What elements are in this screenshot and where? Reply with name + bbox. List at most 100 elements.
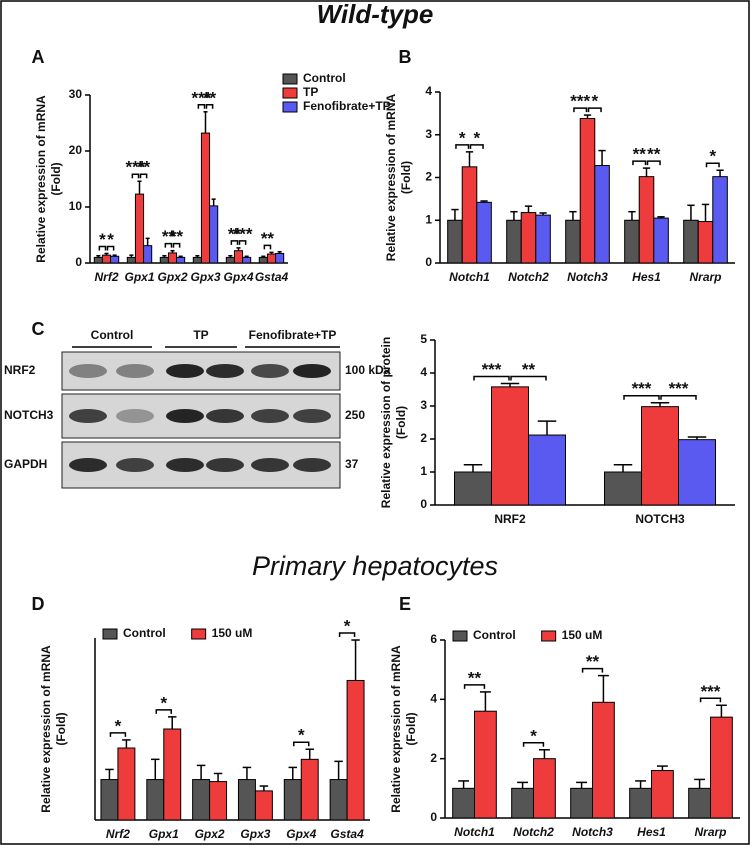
significance-bracket (463, 684, 486, 689)
x-tick-label: Notch2 (513, 825, 554, 839)
significance-bracket (263, 244, 272, 250)
bar (651, 770, 674, 819)
panel-letter: A (32, 47, 45, 67)
blot-band (69, 364, 107, 378)
significance-label: * (473, 128, 480, 147)
bar (520, 212, 537, 264)
bar (511, 787, 535, 819)
significance-label: ** (647, 145, 661, 164)
significance-bracket (109, 732, 127, 737)
legend-swatch (282, 73, 298, 85)
bar-chart: 0 1 2 3 4 5 Relative expression of protein (Fol… (379, 332, 735, 526)
blot-band (293, 409, 331, 423)
x-tick-label: Nrarp (694, 825, 726, 839)
bar (570, 787, 593, 819)
bar-chart: E 0 2 4 6 Relative expression of mRNA (Fold) No… (389, 594, 740, 839)
y-axis-label: Relative expression of protein (379, 337, 393, 508)
legend-label: TP (303, 85, 318, 99)
x-tick-label: Hes1 (637, 825, 666, 839)
bar-chart: B 0 1 2 3 4 Relative expression of mRNA (Fold) N… (384, 47, 735, 284)
significance-bracket (293, 741, 310, 747)
y-tick-label: 0 (420, 497, 427, 511)
y-tick-label: 30 (69, 87, 83, 101)
significance-bracket (581, 667, 604, 673)
bar (579, 118, 596, 264)
y-tick-label: 0 (430, 810, 437, 824)
legend-label: Control (303, 71, 346, 85)
significance-label: ** (137, 158, 151, 177)
significance-bracket (455, 144, 470, 149)
x-tick-label: NOTCH3 (635, 512, 685, 526)
significance-label: *** (669, 379, 689, 398)
significance-label: * (107, 230, 114, 249)
significance-bracket (172, 242, 181, 248)
bar (117, 747, 136, 821)
blot-band (251, 409, 289, 423)
bar (159, 256, 169, 264)
bar (688, 787, 711, 819)
bar (592, 701, 615, 819)
significance-label: * (459, 128, 466, 147)
significance-bracket (338, 632, 356, 638)
significance-label: * (344, 617, 351, 636)
significance-label: *** (701, 682, 721, 701)
bar (604, 471, 642, 506)
bar (192, 256, 202, 264)
bar (710, 716, 733, 819)
significance-bracket (238, 240, 247, 245)
bar (209, 781, 228, 821)
bar (300, 758, 319, 821)
bar (134, 193, 145, 264)
legend-swatch (191, 628, 207, 640)
legend-swatch (541, 630, 557, 642)
bar (641, 406, 679, 506)
significance-label: * (160, 693, 167, 712)
y-tick-label: 3 (420, 398, 427, 412)
significance-label: ** (170, 227, 184, 246)
blot-band (251, 364, 289, 378)
y-tick-label: 4 (430, 692, 437, 706)
bar (678, 439, 716, 506)
blot-band (116, 364, 154, 378)
y-axis-label: Relative expression of mRNA (389, 645, 403, 813)
blot-band (69, 409, 107, 423)
significance-bracket (469, 144, 484, 149)
bar (266, 253, 277, 264)
bar (100, 779, 119, 821)
x-tick-label: Gpx3 (240, 827, 270, 841)
bar (624, 219, 640, 264)
y-axis-label: Relative expression of mRNA (39, 645, 53, 813)
x-tick-label: Gsta4 (330, 827, 364, 841)
y-tick-label: 10 (69, 199, 83, 213)
bar (653, 217, 669, 264)
x-tick-label: Nrf2 (94, 270, 118, 284)
blot-band (166, 458, 204, 472)
x-tick-label: Nrf2 (106, 827, 130, 841)
blot-row-label: NOTCH3 (4, 408, 54, 422)
y-axis-label: (Fold) (399, 161, 413, 194)
significance-label: *** (632, 379, 652, 398)
significance-label: ** (203, 88, 217, 107)
bar (594, 165, 610, 264)
bar (225, 256, 235, 264)
bar (528, 434, 566, 506)
heading: Primary hepatocytes (252, 551, 498, 581)
x-tick-label: Gpx2 (195, 827, 225, 841)
legend-label: Control (473, 628, 516, 642)
bar (533, 758, 556, 819)
panel-letter: D (32, 594, 45, 614)
bar (101, 254, 112, 264)
x-tick-label: Gpx2 (157, 270, 187, 284)
legend-swatch (102, 628, 118, 640)
blot-size-label: 37 (345, 457, 359, 471)
blot-column-label: Fenofibrate+TP (249, 328, 337, 342)
legend-label: Control (123, 626, 166, 640)
legend-label: 150 uM (562, 628, 603, 642)
significance-bracket (155, 709, 172, 714)
y-axis-label: Relative expression of mRNA (34, 95, 48, 263)
blot-band (206, 364, 244, 378)
significance-bracket (646, 160, 661, 166)
bar (258, 256, 268, 264)
significance-label: ** (261, 229, 275, 248)
